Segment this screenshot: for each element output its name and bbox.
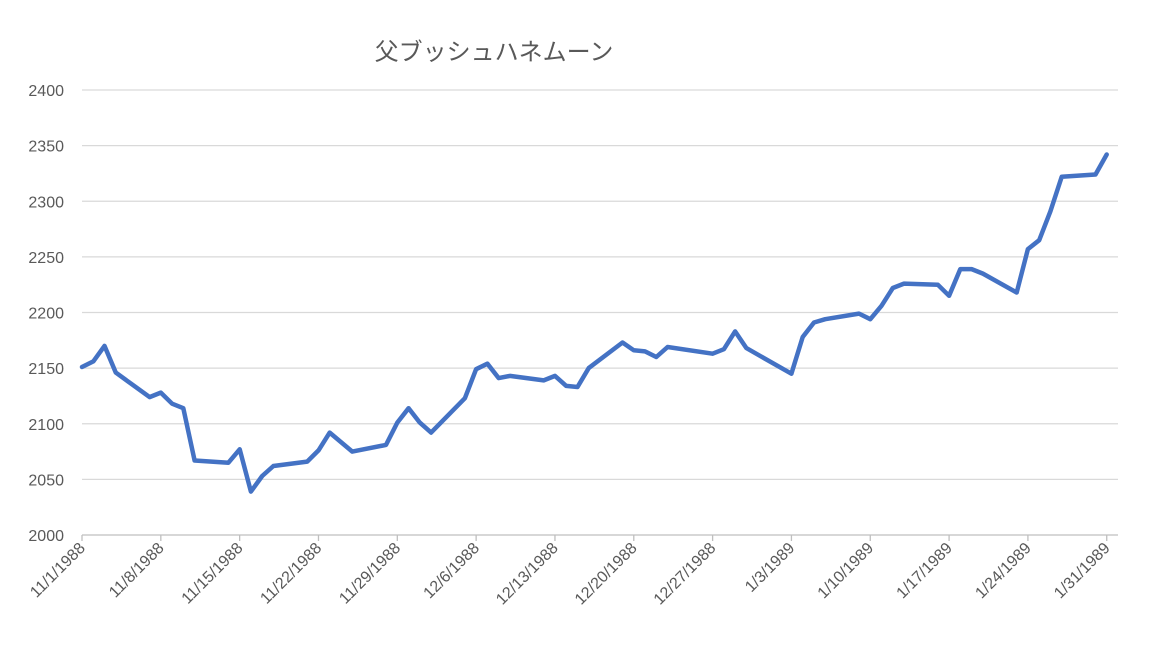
x-axis-ticks: 11/1/1988 11/8/1988 11/15/1988 11/22/1988 11… — [27, 535, 1114, 609]
y-axis-ticks: 2000 2050 2100 2150 2200 2250 2300 2350 2400 — [28, 83, 64, 545]
x-tick-label: 1/17/1989 — [894, 540, 956, 602]
gridlines — [82, 89, 1118, 481]
y-tick-label: 2100 — [28, 417, 64, 434]
y-tick-label: 2150 — [28, 361, 64, 378]
x-tick-label: 11/1/1988 — [27, 540, 89, 602]
y-tick-label: 2250 — [28, 250, 64, 267]
x-tick-label: 1/31/1989 — [1051, 540, 1113, 602]
y-tick-label: 2200 — [28, 306, 64, 323]
x-tick-label: 12/13/1988 — [493, 540, 562, 609]
x-tick-label: 11/22/1988 — [258, 540, 326, 608]
y-tick-label: 2000 — [28, 528, 64, 545]
series-line — [79, 152, 1109, 494]
x-tick-label: 12/27/1988 — [651, 540, 720, 609]
x-tick-label: 1/24/1989 — [972, 540, 1034, 602]
x-tick-label: 12/6/1988 — [421, 540, 483, 602]
x-tick-label: 1/3/1989 — [742, 540, 798, 596]
x-tick-label: 11/15/1988 — [179, 540, 247, 608]
series-layer — [79, 152, 1109, 494]
y-tick-label: 2350 — [28, 139, 64, 156]
chart-title: 父ブッシュハネムーン — [375, 38, 614, 66]
y-tick-label: 2300 — [28, 194, 64, 211]
x-tick-label: 11/8/1988 — [106, 540, 168, 602]
x-tick-label: 1/10/1989 — [815, 540, 877, 602]
y-tick-label: 2400 — [28, 83, 64, 100]
x-tick-label: 11/29/1988 — [336, 540, 404, 608]
y-tick-label: 2050 — [28, 472, 64, 489]
x-tick-label: 12/20/1988 — [572, 540, 641, 609]
